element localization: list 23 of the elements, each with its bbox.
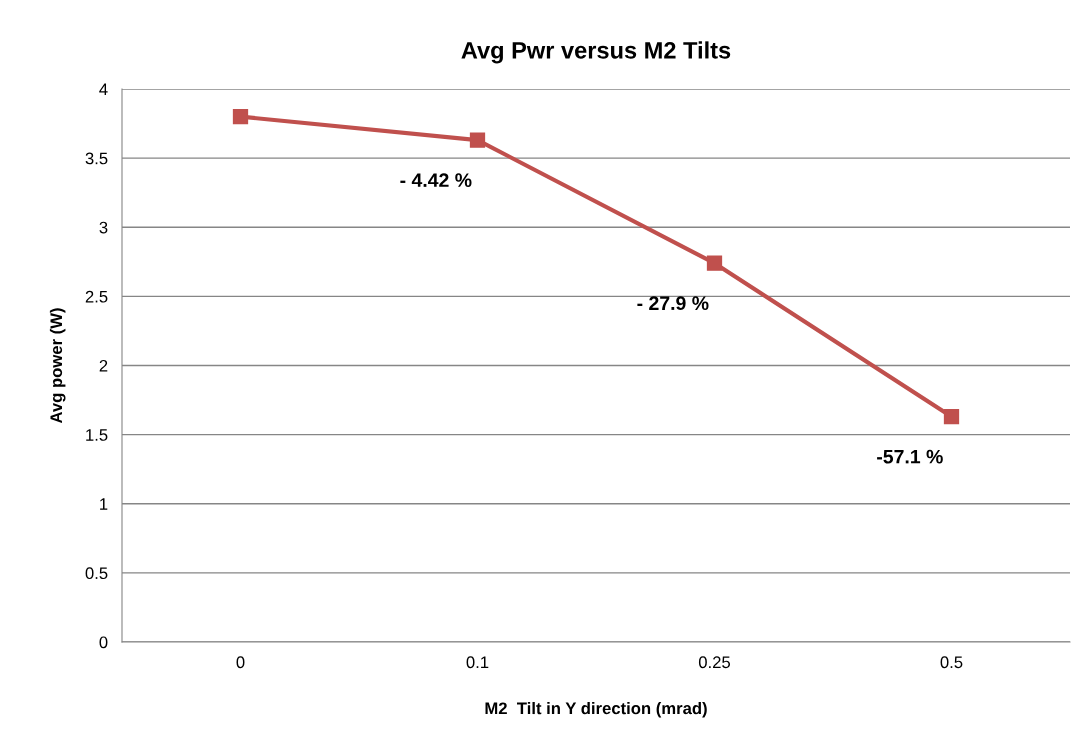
x-tick-label: 0.5 bbox=[940, 656, 963, 669]
y-tick-label: 3.5 bbox=[85, 152, 108, 165]
y-tick-label: 3 bbox=[99, 221, 108, 234]
point bbox=[469, 132, 486, 148]
y-tick-label: 1 bbox=[100, 498, 108, 510]
y-tick-label: 4 bbox=[99, 83, 108, 96]
y-tick-label: 0.5 bbox=[85, 567, 108, 580]
y-tick-label: 0 bbox=[99, 636, 108, 649]
x-axis-title: M2 Tilt in Y direction (mrad) bbox=[485, 701, 707, 718]
point bbox=[706, 255, 723, 271]
point bbox=[943, 409, 960, 425]
y-tick-label: 2.5 bbox=[85, 290, 108, 303]
y-tick-label: 2 bbox=[99, 359, 108, 372]
point bbox=[232, 109, 249, 125]
annotation: - 4.42 % bbox=[400, 173, 472, 187]
x-tick-label: 0.1 bbox=[466, 656, 489, 669]
annotation: - 27.9 % bbox=[637, 296, 709, 311]
chart-title: Avg Pwr versus M2 Tilts bbox=[461, 41, 731, 64]
x-tick-label: 0.25 bbox=[698, 656, 731, 669]
y-axis-title: Avg power (W) bbox=[49, 308, 66, 424]
annotation: -57.1 % bbox=[877, 449, 943, 464]
y-tick-label: 1.5 bbox=[86, 429, 108, 441]
x-tick-label: 0 bbox=[236, 656, 245, 669]
